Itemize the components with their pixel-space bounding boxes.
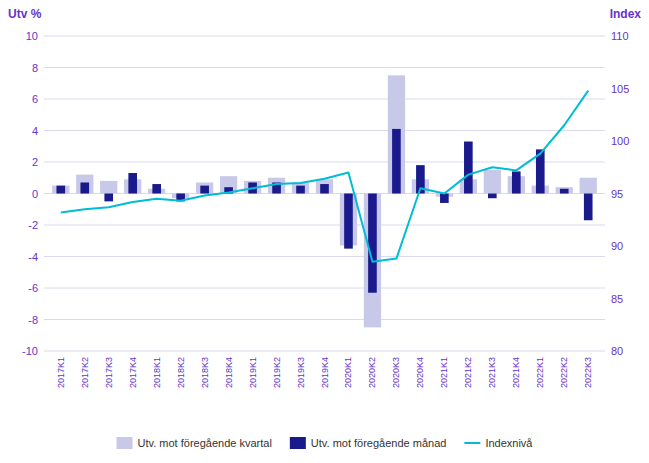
x-tick-label: 2019K1 [248, 357, 258, 388]
x-tick-label: 2021K1 [439, 357, 449, 388]
bar [560, 189, 569, 194]
y-tick-label: -10 [22, 345, 38, 357]
bar [464, 142, 473, 194]
bar [512, 171, 521, 193]
y2-tick-label: 100 [611, 135, 629, 147]
x-tick-label: 2022K2 [559, 357, 569, 388]
bar [296, 186, 305, 194]
chart-svg: -10 -8 -6 -4 -2 0 2 4 6 8 10 80 85 90 95 100 105 110 Utv %… [0, 0, 649, 463]
x-tick-label: 2022K3 [583, 357, 593, 388]
y2-axis-label: Index [610, 7, 642, 21]
bar [344, 194, 353, 249]
x-tick-label: 2017K4 [128, 357, 138, 388]
bar [80, 182, 89, 193]
x-tick-label: 2018K4 [224, 357, 234, 388]
legend-item: Utv. mot föregående månad [290, 437, 447, 449]
marks [52, 75, 597, 327]
bar [584, 194, 593, 221]
y-tick-label: -2 [28, 219, 38, 231]
index-line [61, 91, 588, 262]
bar [100, 181, 117, 194]
bar [316, 179, 333, 193]
legend: Utv. mot föregående kvartal Utv. mot före… [117, 437, 534, 449]
legend-swatch [464, 442, 480, 444]
grid-line [44, 67, 605, 68]
bar [104, 194, 113, 202]
y-tick-label: 6 [32, 93, 38, 105]
grid-line [44, 130, 605, 131]
x-tick-label: 2021K3 [487, 357, 497, 388]
bar [52, 186, 69, 194]
x-tick-label: 2017K3 [104, 357, 114, 388]
bar [484, 170, 501, 194]
x-tick-label: 2019K3 [296, 357, 306, 388]
y2-tick-label: 85 [611, 293, 623, 305]
x-tick-label: 2019K4 [320, 357, 330, 388]
y-axis-label: Utv % [8, 7, 42, 21]
bar-series [56, 129, 592, 293]
grid [44, 36, 605, 351]
grid-line [44, 162, 605, 163]
y2-tick-label: 105 [611, 83, 629, 95]
legend-swatch [290, 437, 306, 449]
legend-label: Indexnivå [485, 437, 533, 449]
grid-line [44, 36, 605, 37]
x-tick-label: 2020K4 [415, 357, 425, 388]
y2-tick-label: 110 [611, 30, 629, 42]
bar [392, 129, 401, 194]
y-tick-label: -4 [28, 251, 38, 263]
bar [368, 194, 377, 293]
x-tick-label: 2018K3 [200, 357, 210, 388]
bar [56, 186, 65, 194]
y2-tick-label: 95 [611, 188, 623, 200]
bar [388, 75, 405, 193]
bar [196, 182, 213, 193]
bar [440, 194, 449, 203]
legend-label: Utv. mot föregående månad [311, 437, 447, 449]
grid-line [44, 225, 605, 226]
legend-label: Utv. mot föregående kvartal [138, 437, 272, 449]
y-tick-label: 0 [32, 188, 38, 200]
grid-line [44, 99, 605, 100]
chart-container: -10 -8 -6 -4 -2 0 2 4 6 8 10 80 85 90 95 100 105 110 Utv %… [0, 0, 649, 463]
y-tick-label: 10 [26, 30, 38, 42]
grid-line [44, 288, 605, 289]
y2-tick-label: 80 [611, 345, 623, 357]
y-tick-label: 2 [32, 156, 38, 168]
x-tick-label: 2021K2 [463, 357, 473, 388]
bar [580, 178, 597, 194]
bar [76, 175, 93, 194]
x-tick-label: 2020K1 [343, 357, 353, 388]
x-tick-label: 2018K2 [176, 357, 186, 388]
grid-line [44, 351, 605, 352]
y-tick-label: 4 [32, 125, 38, 137]
bar-series [52, 75, 597, 327]
x-tick-label: 2017K2 [80, 357, 90, 388]
y-tick-label: -6 [28, 282, 38, 294]
grid-line [44, 319, 605, 320]
grid-line [44, 256, 605, 257]
x-tick-label: 2022K1 [535, 357, 545, 388]
bar [200, 186, 209, 194]
bar [488, 194, 497, 199]
y-tick-label: 8 [32, 62, 38, 74]
x-tick-label: 2021K4 [511, 357, 521, 388]
x-tick-label: 2019K2 [272, 357, 282, 388]
x-tick-label: 2017K1 [56, 357, 66, 388]
y2-tick-label: 90 [611, 240, 623, 252]
x-tick-label: 2018K1 [152, 357, 162, 388]
x-tick-label: 2020K3 [391, 357, 401, 388]
legend-swatch [117, 437, 133, 449]
y-tick-label: -8 [28, 314, 38, 326]
bar [556, 187, 573, 193]
legend-item: Utv. mot föregående kvartal [117, 437, 272, 449]
bar [152, 184, 161, 193]
bar [320, 184, 329, 193]
legend-item: Indexnivå [464, 437, 533, 449]
x-tick-label: 2020K2 [367, 357, 377, 388]
bar [128, 173, 137, 193]
